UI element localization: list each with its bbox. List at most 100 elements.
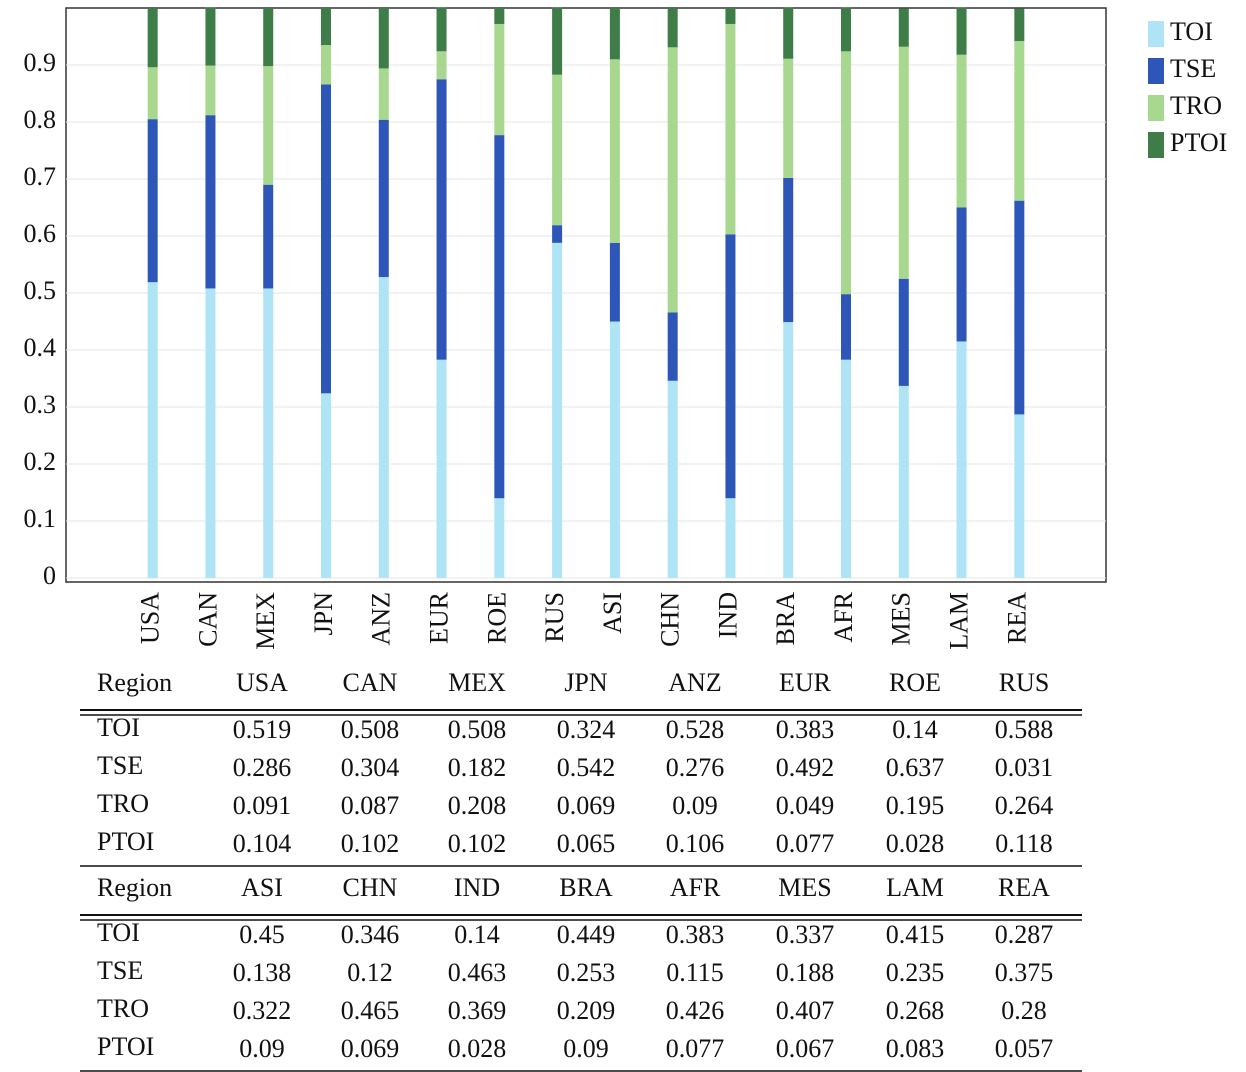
table-cell: 0.077 — [776, 829, 835, 858]
bar-segment — [321, 393, 331, 578]
bar-segment — [609, 8, 620, 60]
bar-segment — [956, 341, 967, 578]
table-header: RUS — [999, 668, 1050, 697]
table-cell: 0.208 — [448, 791, 507, 820]
bar-segment — [205, 115, 216, 289]
table-cell: 0.45 — [239, 920, 285, 949]
x-tick-label: USA — [136, 592, 165, 644]
x-tick-label: ROE — [482, 592, 511, 644]
table-cell: 0.028 — [886, 829, 945, 858]
x-tick-label: CHN — [656, 592, 685, 647]
bar-segment — [956, 207, 967, 342]
table-cell: 0.492 — [776, 753, 835, 782]
table-cell: 0.083 — [886, 1034, 945, 1063]
table-cell: 0.195 — [886, 791, 945, 820]
bar-segment — [263, 66, 274, 185]
y-tick-label: 0.6 — [24, 219, 57, 248]
bar-segment — [552, 74, 563, 226]
x-tick-label: LAM — [945, 592, 974, 650]
bar-segment — [725, 23, 736, 235]
table-cell: 0.182 — [448, 753, 507, 782]
bar-segment — [436, 359, 447, 578]
bar-segment — [609, 59, 620, 243]
bar-segment — [956, 54, 967, 208]
table-cell: 0.268 — [886, 996, 945, 1025]
bar-segment — [841, 51, 851, 295]
table-cell: 0.304 — [341, 753, 400, 782]
table-row-label: PTOI — [97, 827, 154, 856]
table-cell: 0.09 — [563, 1034, 609, 1063]
bar-segment — [609, 321, 620, 578]
table-cell: 0.286 — [233, 753, 292, 782]
table-cell: 0.209 — [557, 996, 616, 1025]
x-tick-label: MES — [887, 592, 916, 645]
table-header: Region — [97, 668, 172, 697]
bar-segment — [725, 498, 736, 578]
table-cell: 0.465 — [341, 996, 400, 1025]
table-cell: 0.264 — [995, 791, 1054, 820]
legend-swatch — [1148, 21, 1164, 47]
table-cell: 0.369 — [448, 996, 507, 1025]
x-tick-label: EUR — [425, 591, 454, 644]
y-tick-label: 0.4 — [24, 333, 57, 362]
bar-segment — [1014, 41, 1025, 201]
bar-segment — [552, 242, 563, 578]
bar-segment — [841, 294, 851, 360]
legend-label: TOI — [1170, 17, 1213, 46]
bar-segment — [1014, 200, 1025, 415]
table-cell: 0.588 — [995, 715, 1054, 744]
bar-segment — [436, 79, 447, 360]
table-row-label: TOI — [97, 713, 140, 742]
bar-segment — [667, 8, 678, 48]
table-cell: 0.519 — [233, 715, 292, 744]
table-header: CHN — [343, 873, 398, 902]
bar-segment — [205, 65, 216, 116]
bar-segment — [667, 47, 678, 313]
table-cell: 0.337 — [776, 920, 835, 949]
bar-segment — [205, 7, 216, 66]
bar-segment — [667, 380, 678, 578]
table-cell: 0.031 — [995, 753, 1054, 782]
y-tick-label: 0.2 — [24, 447, 57, 476]
table-cell: 0.449 — [557, 920, 616, 949]
x-tick-label: ANZ — [367, 592, 396, 645]
legend-swatch — [1148, 58, 1164, 84]
table-row-label: PTOI — [97, 1032, 154, 1061]
table-cell: 0.118 — [995, 829, 1053, 858]
table-cell: 0.09 — [672, 791, 718, 820]
bar-segment — [378, 277, 389, 578]
bar-segment — [898, 278, 909, 386]
table-header: REA — [998, 873, 1050, 902]
bar-segment — [147, 282, 158, 578]
table-cell: 0.077 — [666, 1034, 725, 1063]
table-header: MES — [778, 873, 831, 902]
table-cell: 0.28 — [1001, 996, 1047, 1025]
table-header: BRA — [559, 873, 613, 902]
table-cell: 0.138 — [233, 958, 292, 987]
y-tick-label: 0.8 — [24, 105, 57, 134]
bar-segment — [956, 7, 967, 55]
table-cell: 0.426 — [666, 996, 725, 1025]
bar-segment — [321, 84, 331, 394]
x-tick-label: JPN — [309, 592, 338, 636]
bar-segment — [898, 385, 909, 578]
bar-segment — [147, 119, 158, 283]
table-cell: 0.235 — [886, 958, 945, 987]
y-tick-label: 0.5 — [24, 276, 57, 305]
bar-segment — [725, 8, 736, 24]
bar-segment — [147, 67, 158, 120]
legend-swatch — [1148, 95, 1164, 121]
table-header: CAN — [343, 668, 398, 697]
table-cell: 0.287 — [995, 920, 1054, 949]
table-cell: 0.528 — [666, 715, 725, 744]
bar-segment — [783, 7, 794, 59]
y-tick-label: 0.1 — [24, 504, 57, 533]
table-cell: 0.065 — [557, 829, 616, 858]
bar-segment — [494, 135, 505, 499]
bar-segment — [898, 46, 909, 279]
table-cell: 0.508 — [448, 715, 507, 744]
bar-segment — [378, 8, 389, 69]
legend-label: PTOI — [1170, 128, 1227, 157]
bar-segment — [898, 8, 909, 47]
table-row-label: TOI — [97, 918, 140, 947]
